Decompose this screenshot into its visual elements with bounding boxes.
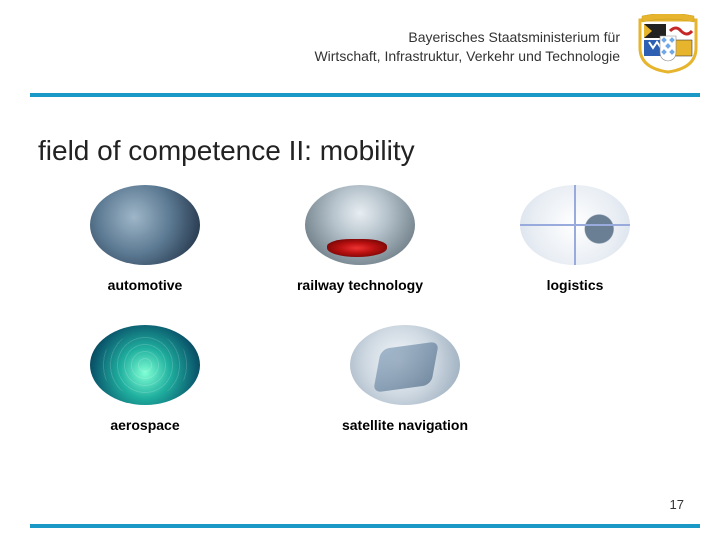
items-row-1: automotive railway technology logistics: [65, 185, 655, 293]
satnav-label: satellite navigation: [342, 417, 468, 433]
slide-header: Bayerisches Staatsministerium für Wirtsc…: [0, 0, 720, 90]
slide-title: field of competence II: mobility: [38, 135, 415, 167]
ministry-name: Bayerisches Staatsministerium für Wirtsc…: [314, 28, 620, 66]
automotive-image: [90, 185, 200, 265]
automotive-item: automotive: [65, 185, 225, 293]
automotive-label: automotive: [108, 277, 183, 293]
railway-item: railway technology: [280, 185, 440, 293]
railway-image: [305, 185, 415, 265]
aerospace-image: [90, 325, 200, 405]
logistics-item: logistics: [495, 185, 655, 293]
aerospace-label: aerospace: [110, 417, 179, 433]
satnav-image: [350, 325, 460, 405]
ministry-line-2: Wirtschaft, Infrastruktur, Verkehr und T…: [314, 47, 620, 66]
items-row-2: aerospace satellite navigation: [65, 325, 485, 433]
top-divider: [30, 93, 700, 97]
aerospace-item: aerospace: [65, 325, 225, 433]
bottom-divider: [30, 524, 700, 528]
ministry-line-1: Bayerisches Staatsministerium für: [314, 28, 620, 47]
logistics-label: logistics: [547, 277, 604, 293]
bavaria-crest-icon: [636, 14, 700, 74]
page-number: 17: [670, 497, 684, 512]
logistics-image: [520, 185, 630, 265]
railway-label: railway technology: [297, 277, 423, 293]
satnav-item: satellite navigation: [325, 325, 485, 433]
